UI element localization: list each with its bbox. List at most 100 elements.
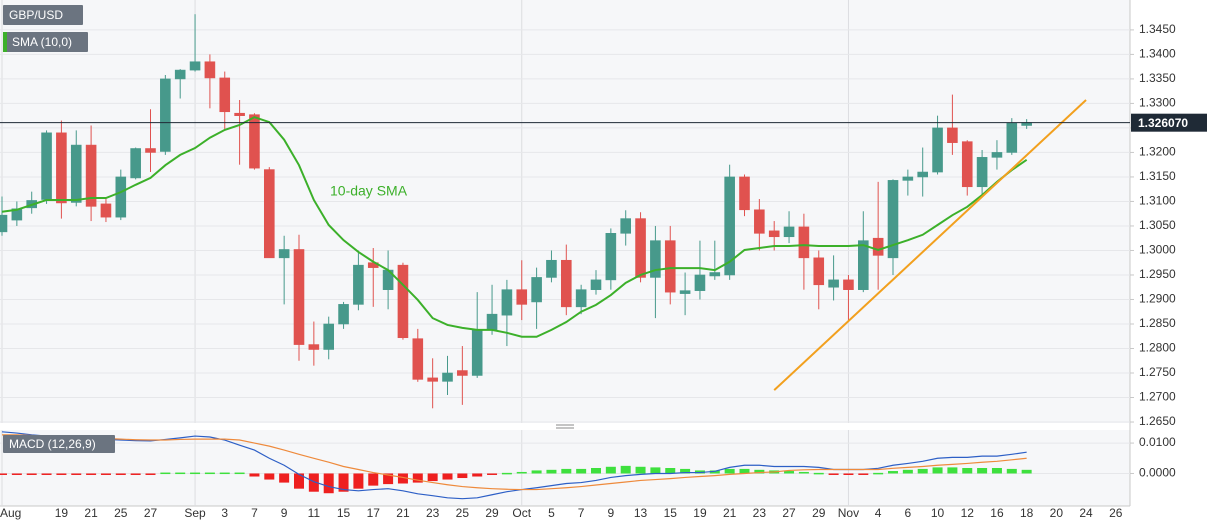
candle-body xyxy=(917,171,929,178)
candle-body xyxy=(471,329,483,376)
candle-body xyxy=(0,214,8,233)
candle-body xyxy=(620,218,632,234)
candle-body xyxy=(590,279,602,290)
legend-entry-box xyxy=(3,32,88,52)
histogram-bar xyxy=(784,471,795,474)
candle-body xyxy=(145,148,156,153)
candle-body xyxy=(828,279,839,288)
candle-body xyxy=(857,240,869,290)
x-tick-label: 29 xyxy=(485,506,499,520)
histogram-bar xyxy=(397,473,408,484)
histogram-bar xyxy=(858,473,869,475)
y-tick-label: 1.3350 xyxy=(1139,71,1176,85)
histogram-bar xyxy=(516,471,527,474)
histogram-bar xyxy=(308,473,319,492)
histogram-bar xyxy=(279,473,290,483)
histogram-bar xyxy=(694,470,705,474)
x-tick-label: Aug xyxy=(0,506,21,520)
histogram-bar xyxy=(561,468,572,474)
x-tick-label: 29 xyxy=(812,506,826,520)
histogram-bar xyxy=(724,468,735,474)
x-tick-label: 11 xyxy=(308,506,321,520)
x-tick-label: 9 xyxy=(281,506,288,520)
histogram-bar xyxy=(591,468,601,474)
candle-body xyxy=(650,240,661,278)
x-tick-label: 7 xyxy=(251,506,258,520)
histogram-bar xyxy=(264,473,275,480)
candle-body xyxy=(41,132,52,200)
candle-body xyxy=(486,313,498,331)
candle-body xyxy=(887,180,899,259)
x-tick-label: 15 xyxy=(337,506,351,520)
candle-body xyxy=(427,377,438,382)
x-tick-label: 27 xyxy=(144,506,158,520)
candle-body xyxy=(531,277,542,303)
x-tick-label: 6 xyxy=(905,506,912,520)
y-tick-label: 1.3300 xyxy=(1139,96,1176,110)
candle-body xyxy=(961,141,973,188)
y-tick-label: 1.2800 xyxy=(1139,341,1176,355)
candle-body xyxy=(397,264,409,339)
candle-body xyxy=(768,230,780,238)
candle-body xyxy=(872,237,884,256)
histogram-bar xyxy=(576,468,587,474)
histogram-bar xyxy=(145,473,156,475)
histogram-bar xyxy=(917,468,928,474)
histogram-bar xyxy=(605,466,616,474)
histogram-bar xyxy=(412,473,423,483)
x-tick-label: 25 xyxy=(114,506,128,520)
histogram-bar xyxy=(739,468,750,474)
candle-body xyxy=(516,289,528,305)
histogram-bar xyxy=(902,469,913,474)
x-tick-label: Sep xyxy=(184,506,206,520)
histogram-bar xyxy=(472,473,483,477)
histogram-bar xyxy=(620,465,631,474)
candle-body xyxy=(991,152,1003,158)
y-tick-label: 1.3150 xyxy=(1139,169,1176,183)
x-tick-label: 19 xyxy=(693,506,707,520)
candle-body xyxy=(605,233,617,281)
macd-plot-bg xyxy=(0,430,1130,506)
candle-body xyxy=(174,69,186,80)
candle-body xyxy=(575,289,587,308)
panel-title-box xyxy=(3,435,115,453)
histogram-bar xyxy=(175,472,186,475)
candle-body xyxy=(130,148,141,179)
histogram-bar xyxy=(323,473,334,494)
histogram-bar xyxy=(665,468,676,474)
x-tick-label: 21 xyxy=(84,506,98,520)
y-tick-label: 1.2850 xyxy=(1139,316,1176,330)
candle-body xyxy=(338,304,349,325)
histogram-bar xyxy=(1021,469,1032,474)
histogram-bar xyxy=(219,472,230,475)
x-tick-label: 15 xyxy=(664,506,678,520)
x-tick-label: 19 xyxy=(55,506,69,520)
x-tick-label: 9 xyxy=(608,506,615,520)
x-tick-label: 18 xyxy=(1020,506,1034,520)
histogram-bar xyxy=(160,472,171,475)
histogram-bar xyxy=(130,473,141,475)
histogram-bar xyxy=(56,473,67,475)
histogram-bar xyxy=(368,473,379,486)
histogram-bar xyxy=(932,467,943,474)
histogram-bar xyxy=(249,473,260,477)
x-tick-label: 10 xyxy=(931,506,945,520)
histogram-bar xyxy=(501,472,512,475)
x-tick-label: 23 xyxy=(426,506,440,520)
x-tick-label: 5 xyxy=(548,506,555,520)
histogram-bar xyxy=(798,471,809,474)
divider-handle xyxy=(556,424,574,429)
candle-body xyxy=(293,249,305,345)
histogram-bar xyxy=(843,473,854,475)
marks xyxy=(0,14,1130,500)
y-tick-label: 1.2700 xyxy=(1139,390,1176,404)
histogram-bar xyxy=(650,467,661,474)
candle-body xyxy=(204,61,216,79)
candle-body xyxy=(947,127,958,143)
candle-body xyxy=(70,144,82,203)
candle-body xyxy=(501,289,513,316)
x-tick-label: Oct xyxy=(512,506,531,520)
x-tick-label: Nov xyxy=(838,506,859,520)
